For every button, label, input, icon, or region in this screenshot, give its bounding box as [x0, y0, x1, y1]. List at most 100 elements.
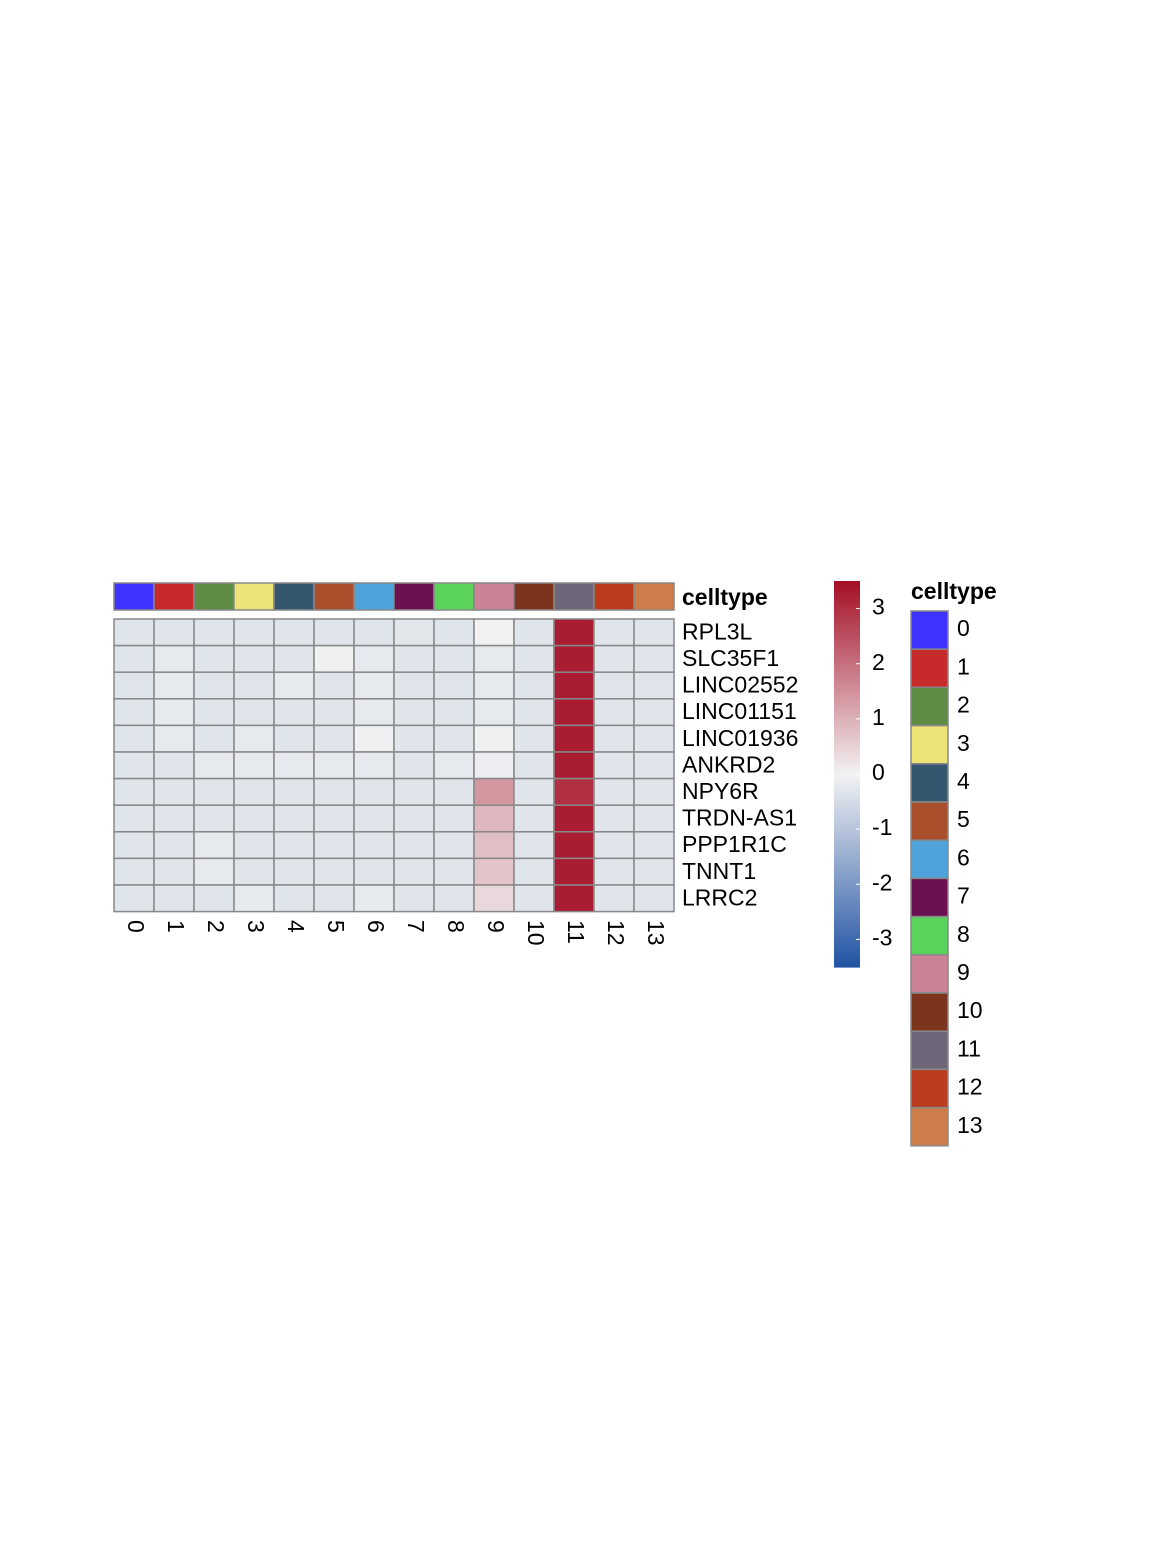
- heatmap-cell: [593, 777, 635, 806]
- annotation-cell: [153, 582, 195, 611]
- heatmap-cell: [473, 804, 515, 833]
- heatmap-cell: [233, 644, 275, 673]
- heatmap-cell: [353, 804, 395, 833]
- colorbar-segment: [834, 765, 860, 770]
- colorbar-segment: [834, 914, 860, 918]
- column-label: 5: [323, 920, 349, 933]
- heatmap-cell: [153, 618, 195, 647]
- legend-swatch: [910, 992, 949, 1032]
- colorbar-segment: [834, 630, 860, 634]
- colorbar-segment: [834, 710, 860, 714]
- colorbar-segment: [834, 743, 860, 748]
- colorbar-segment: [834, 666, 860, 670]
- heatmap-cell: [233, 618, 275, 647]
- annotation-cell: [633, 582, 675, 611]
- annotation-cell: [353, 582, 395, 611]
- heatmap-cell: [273, 724, 315, 753]
- legend-label: 3: [957, 730, 970, 756]
- colorbar-segment: [834, 691, 860, 695]
- column-label: 8: [443, 920, 469, 933]
- heatmap-cell: [233, 884, 275, 913]
- colorbar-segment: [834, 845, 860, 850]
- heatmap-cell: [553, 857, 595, 886]
- heatmap-cell: [353, 724, 395, 753]
- heatmap-cell: [273, 857, 315, 886]
- heatmap-cell: [153, 884, 195, 913]
- heatmap-cell: [513, 644, 555, 673]
- heatmap-cell: [433, 804, 475, 833]
- column-label: 9: [483, 920, 509, 933]
- colorbar-segment: [834, 859, 860, 863]
- colorbar-segment: [834, 707, 860, 712]
- colorbar-segment: [834, 716, 860, 720]
- heatmap-cell: [433, 698, 475, 727]
- annotation-cell: [273, 582, 315, 611]
- colorbar-segment: [834, 627, 860, 632]
- colorbar-segment: [834, 694, 860, 698]
- colorbar-segment: [834, 718, 860, 723]
- colorbar-segment: [834, 611, 860, 615]
- colorbar-segment: [834, 837, 860, 841]
- colorbar-segment: [834, 594, 860, 599]
- colorbar-segment: [834, 625, 860, 629]
- heatmap-cell: [433, 884, 475, 913]
- heatmap-cell: [513, 724, 555, 753]
- column-label: 13: [643, 920, 669, 946]
- colorbar-segment: [834, 804, 860, 808]
- annotation-cell: [233, 582, 275, 611]
- heatmap-cell: [513, 857, 555, 886]
- legend-label: 8: [957, 921, 970, 947]
- colorbar-segment: [834, 851, 860, 855]
- heatmap-cell: [433, 831, 475, 860]
- colorbar-segment: [834, 953, 860, 957]
- colorbar-segment: [834, 705, 860, 709]
- legend-label: 7: [957, 883, 970, 909]
- heatmap-cell: [393, 751, 435, 780]
- heatmap-cell: [313, 884, 355, 913]
- colorbar-tick-label: -2: [872, 869, 892, 895]
- heatmap-cell: [313, 751, 355, 780]
- heatmap-cell: [153, 751, 195, 780]
- heatmap-cell: [273, 777, 315, 806]
- colorbar-segment: [834, 633, 860, 637]
- heatmap-cell: [273, 751, 315, 780]
- heatmap-cell: [193, 857, 235, 886]
- heatmap-cell: [313, 804, 355, 833]
- heatmap-cell: [153, 671, 195, 700]
- colorbar-segment: [834, 876, 860, 880]
- heatmap-cell: [633, 751, 675, 780]
- heatmap-cell: [193, 724, 235, 753]
- colorbar-segment: [834, 762, 860, 767]
- heatmap-cell: [193, 698, 235, 727]
- colorbar-segment: [834, 864, 860, 869]
- heatmap-cell: [473, 751, 515, 780]
- colorbar-segment: [834, 768, 860, 772]
- colorbar-segment: [834, 751, 860, 756]
- colorbar-segment: [834, 936, 860, 941]
- colorbar-segment: [834, 655, 860, 659]
- colorbar-segment: [834, 641, 860, 646]
- heatmap-cell: [633, 698, 675, 727]
- heatmap-cell: [353, 884, 395, 913]
- colorbar-segment: [834, 619, 860, 623]
- heatmap-cell: [313, 618, 355, 647]
- heatmap-cell: [313, 698, 355, 727]
- colorbar-segment: [834, 677, 860, 681]
- heatmap-cell: [553, 884, 595, 913]
- heatmap-cell: [513, 671, 555, 700]
- colorbar-segment: [834, 713, 860, 717]
- heatmap-cell: [233, 751, 275, 780]
- heatmap-cell: [553, 777, 595, 806]
- heatmap-cell: [393, 857, 435, 886]
- colorbar-segment: [834, 669, 860, 673]
- heatmap-cell: [233, 698, 275, 727]
- heatmap-cell: [393, 884, 435, 913]
- colorbar-segment: [834, 583, 860, 588]
- heatmap-cell: [233, 804, 275, 833]
- heatmap-cell: [393, 804, 435, 833]
- colorbar-segment: [834, 812, 860, 816]
- heatmap-cell: [153, 777, 195, 806]
- heatmap-cell: [473, 777, 515, 806]
- heatmap-cell: [313, 724, 355, 753]
- legend-label: 4: [957, 768, 970, 794]
